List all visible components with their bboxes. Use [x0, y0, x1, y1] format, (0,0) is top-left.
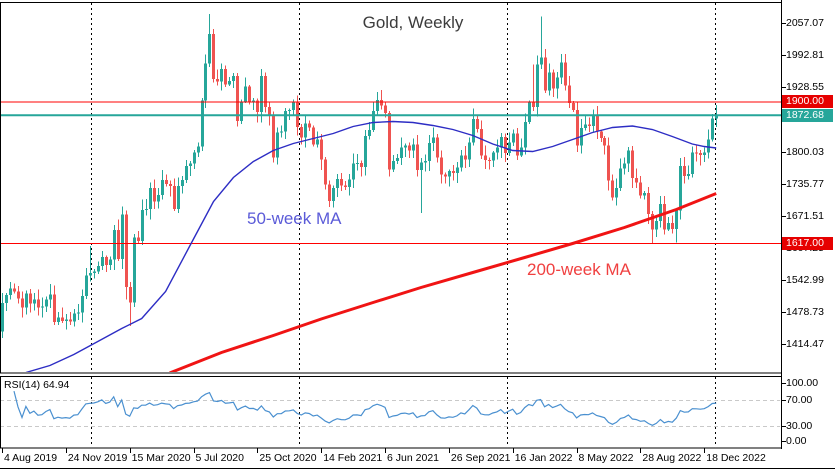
rsi-axis-label: 100.00 [786, 377, 819, 389]
price-axis-label: 1800.03 [786, 145, 824, 158]
rsi-axis-label: 0.00 [786, 435, 807, 447]
price-lines [0, 101, 781, 372]
price-axis-label: 1478.73 [786, 306, 824, 319]
time-axis-label: 8 May 2022 [578, 452, 634, 464]
price-badge-1617.00: 1617.00 [782, 236, 833, 250]
time-axis-label: 5 Jul 2020 [195, 452, 244, 464]
candlestick-series [1, 14, 718, 339]
rsi-axis-label: 30.00 [786, 420, 813, 433]
time-axis-label: 24 Nov 2019 [67, 452, 128, 464]
price-axis-label: 1992.81 [786, 49, 824, 62]
price-axis-label: 1671.51 [786, 209, 824, 222]
price-axis-label: 1735.77 [786, 177, 824, 190]
time-axis-label: 15 Mar 2020 [131, 452, 191, 464]
ma200-line [169, 192, 717, 372]
ma200-annotation: 200-week MA [527, 260, 631, 279]
rsi-indicator-label: RSI(14) 64.94 [4, 379, 70, 391]
ma50-line [25, 120, 717, 372]
price-axis-label: 1542.99 [786, 274, 824, 287]
price-badge-1872.68: 1872.68 [782, 108, 833, 122]
rsi-axis-label: 70.00 [786, 393, 813, 406]
chart-title: Gold, Weekly [362, 13, 464, 32]
rsi-line [13, 390, 717, 426]
rsi-panel [1, 390, 780, 427]
price-badge-1900.00: 1900.00 [782, 95, 833, 109]
time-axis-label: 28 Aug 2022 [642, 452, 702, 464]
ma50-annotation: 50-week MA [247, 209, 342, 228]
time-axis-label: 18 Dec 2022 [706, 452, 766, 464]
time-axis-label: 6 Jun 2021 [387, 452, 439, 464]
price-axis-label: 1414.47 [786, 338, 824, 351]
time-axis-label: 4 Aug 2019 [4, 452, 58, 464]
year-separators [91, 3, 716, 447]
time-axis-label: 14 Feb 2021 [323, 452, 383, 464]
price-axis-label: 2057.07 [786, 17, 824, 29]
time-axis-label: 25 Oct 2020 [259, 452, 317, 464]
time-axis-label: 26 Sep 2021 [450, 452, 511, 464]
time-axis-label: 16 Jan 2022 [514, 452, 573, 464]
price-axis-label: 1928.55 [786, 81, 824, 94]
